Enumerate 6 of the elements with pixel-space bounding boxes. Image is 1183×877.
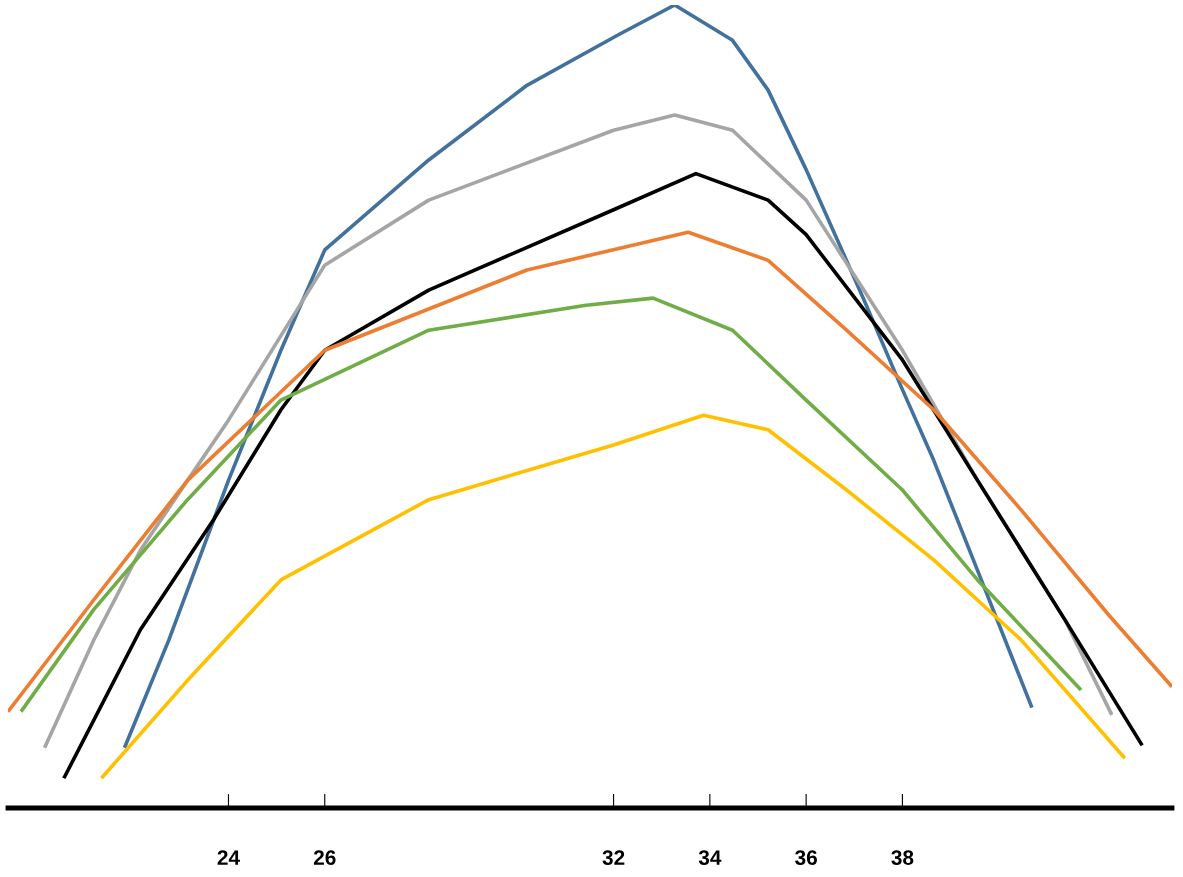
x-tick-label: 36 xyxy=(795,850,817,865)
x-tick-label: 26 xyxy=(313,850,336,865)
x-tick-label: 34 xyxy=(698,850,722,865)
x-tick-label: 32 xyxy=(602,850,625,865)
x-tick-label: 24 xyxy=(217,850,240,865)
x-tick-label: 38 xyxy=(891,850,914,865)
